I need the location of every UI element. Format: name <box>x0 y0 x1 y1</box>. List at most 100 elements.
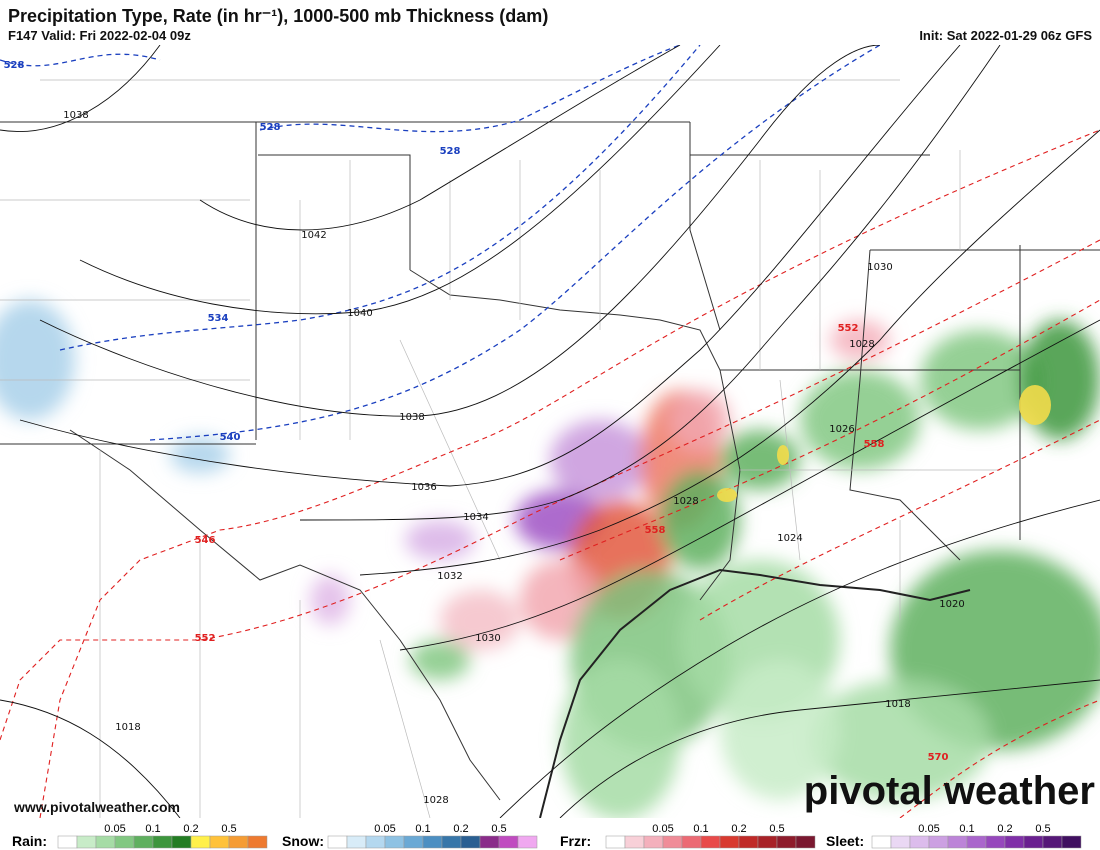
pressure-label: 1028 <box>423 795 448 806</box>
thickness-label: 528 <box>4 60 25 71</box>
precip-area <box>800 370 920 470</box>
legend-swatch <box>966 835 987 849</box>
thickness-label: 570 <box>928 752 949 763</box>
legend-swatch <box>441 835 462 849</box>
legend-name: Frzr: <box>560 833 591 849</box>
pressure-label: 1020 <box>939 599 964 610</box>
legend-tick: 0.1 <box>959 823 974 835</box>
pressure-label: 1028 <box>673 496 698 507</box>
legend-tick: 0.1 <box>145 823 160 835</box>
legend-swatch <box>365 835 386 849</box>
legend-tick: 0.2 <box>183 823 198 835</box>
legend-tick: 0.2 <box>997 823 1012 835</box>
legend-tick: 0.5 <box>491 823 506 835</box>
pressure-label: 1024 <box>777 533 802 544</box>
thickness-label: 558 <box>864 439 885 450</box>
legend-tick: 0.05 <box>918 823 939 835</box>
pressure-label: 1032 <box>437 571 462 582</box>
valid-time: F147 Valid: Fri 2022-02-04 09z <box>8 28 191 43</box>
precip-area <box>660 470 740 570</box>
precip-area <box>405 520 475 560</box>
legend-swatch <box>700 835 721 849</box>
thickness-label: 552 <box>838 323 859 334</box>
precip-area <box>0 300 75 420</box>
precip-area <box>670 390 730 450</box>
website: www.pivotalweather.com <box>13 799 180 815</box>
legend-swatch <box>209 835 230 849</box>
pressure-label: 1038 <box>399 412 424 423</box>
legend-swatch <box>190 835 211 849</box>
legend-swatch <box>1023 835 1044 849</box>
pressure-label: 1018 <box>885 699 910 710</box>
legend-swatch <box>498 835 519 849</box>
thickness-label: 546 <box>195 535 216 546</box>
boundaries <box>0 79 1100 818</box>
legend-swatch <box>479 835 500 849</box>
pressure-label: 1042 <box>301 230 326 241</box>
legend-swatch <box>624 835 645 849</box>
pressure-label: 1030 <box>867 262 892 273</box>
legend-swatch <box>152 835 173 849</box>
legend-swatch <box>1042 835 1063 849</box>
legend-tick: 0.5 <box>1035 823 1050 835</box>
heavy-rain-core <box>777 445 789 465</box>
precip-area <box>720 430 800 490</box>
thickness-label: 528 <box>260 122 281 133</box>
heavy-rain-core <box>1019 385 1051 425</box>
legend-swatch <box>719 835 740 849</box>
legend-swatch <box>928 835 949 849</box>
legend-swatch <box>114 835 135 849</box>
legend-swatch <box>757 835 778 849</box>
legend-swatch <box>384 835 405 849</box>
precip-area <box>440 590 520 650</box>
precip-area <box>830 320 890 360</box>
thickness-label: 534 <box>208 313 229 324</box>
contour-labels: 528 528 528 534 540 546 552 552 558 558 570 1038 104… <box>4 60 965 806</box>
pressure-label: 1028 <box>849 339 874 350</box>
legend-swatch <box>605 835 626 849</box>
legend-swatch <box>171 835 192 849</box>
legend-swatch <box>662 835 683 849</box>
precip-area <box>550 420 650 500</box>
pressure-label: 1040 <box>347 308 372 319</box>
legend-swatch <box>681 835 702 849</box>
precip-area <box>310 575 350 625</box>
legend-swatch <box>871 835 892 849</box>
title: Precipitation Type, Rate (in hr⁻¹), 1000… <box>8 6 548 26</box>
legend-tick: 0.2 <box>453 823 468 835</box>
legend-swatch <box>422 835 443 849</box>
legend-name: Rain: <box>12 833 47 849</box>
legend-swatch <box>909 835 930 849</box>
legend-swatch <box>247 835 268 849</box>
pressure-label: 1030 <box>475 633 500 644</box>
legend-swatch <box>738 835 759 849</box>
thickness-label: 558 <box>645 525 666 536</box>
legend-name: Snow: <box>282 833 324 849</box>
legend-swatch <box>346 835 367 849</box>
legend-swatch <box>947 835 968 849</box>
thickness-label: 552 <box>195 633 216 644</box>
legend-swatch <box>228 835 249 849</box>
legend-swatch <box>1061 835 1082 849</box>
legend-swatch <box>57 835 78 849</box>
precip-area <box>810 680 990 800</box>
pressure-label: 1036 <box>411 482 436 493</box>
thickness-label: 540 <box>220 432 241 443</box>
legend-tick: 0.05 <box>652 823 673 835</box>
legend-tick: 0.5 <box>221 823 236 835</box>
legend: Rain: 0.05 0.1 0.2 0.5 Snow: 0.05 0.1 0.2 0.5 Frzr… <box>12 823 1082 849</box>
pressure-label: 1026 <box>829 424 854 435</box>
legend-swatch <box>890 835 911 849</box>
init-time: Init: Sat 2022-01-29 06z GFS <box>919 28 1092 43</box>
pressure-label: 1038 <box>63 110 88 121</box>
contours <box>0 45 1100 818</box>
precip-area <box>720 660 840 800</box>
pressure-label: 1018 <box>115 722 140 733</box>
legend-swatch <box>517 835 538 849</box>
legend-swatch <box>460 835 481 849</box>
legend-tick: 0.1 <box>415 823 430 835</box>
legend-name: Sleet: <box>826 833 864 849</box>
legend-tick: 0.05 <box>374 823 395 835</box>
legend-swatch <box>403 835 424 849</box>
